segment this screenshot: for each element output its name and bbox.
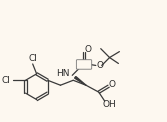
Text: O: O	[85, 45, 92, 54]
Text: O: O	[108, 80, 115, 89]
Text: O: O	[96, 61, 103, 70]
Text: HN: HN	[56, 69, 69, 78]
Text: Cl: Cl	[28, 54, 37, 63]
Text: Abs: Abs	[78, 62, 90, 67]
FancyBboxPatch shape	[76, 60, 92, 69]
Polygon shape	[75, 76, 86, 85]
Text: OH: OH	[103, 101, 116, 109]
Text: Cl: Cl	[2, 76, 10, 85]
